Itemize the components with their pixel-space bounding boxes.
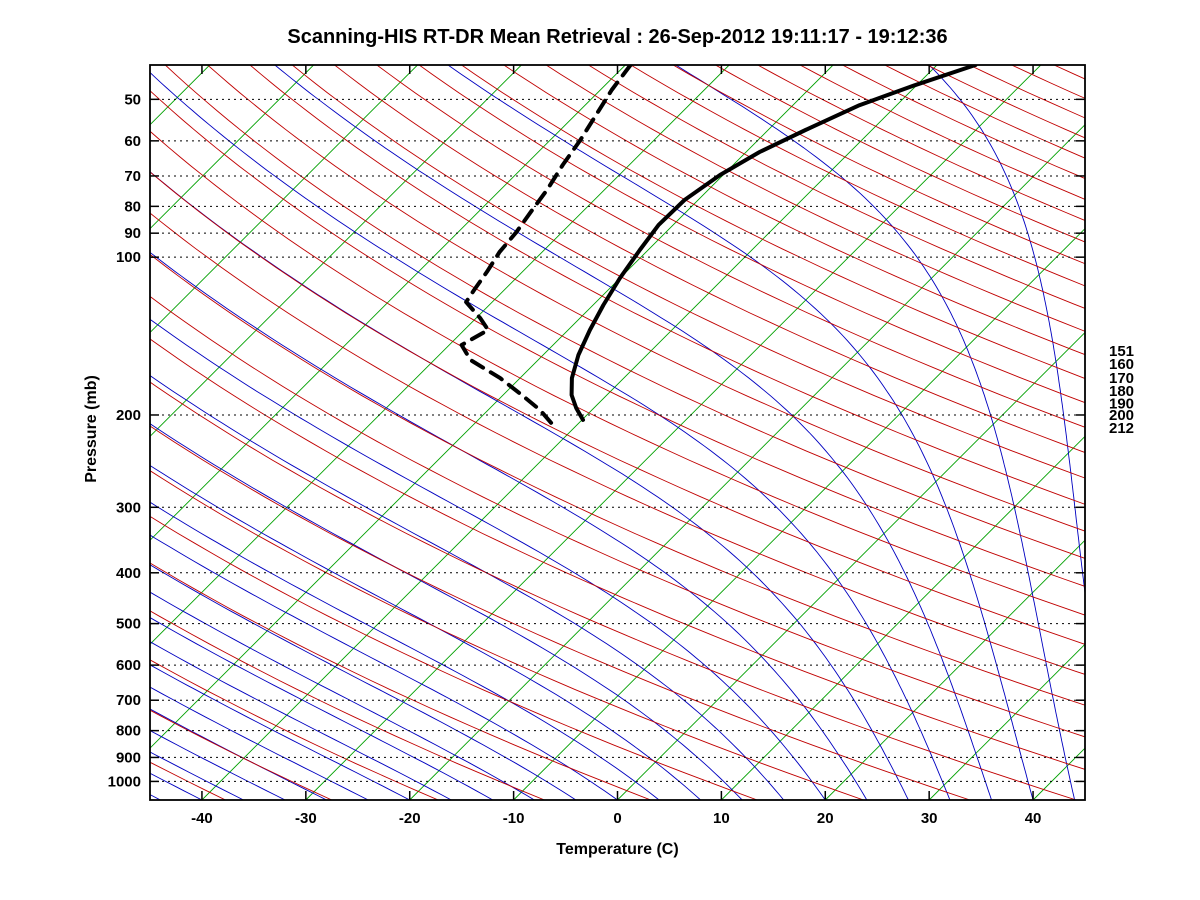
- svg-text:50: 50: [124, 91, 141, 108]
- svg-text:160: 160: [1109, 356, 1134, 373]
- svg-text:1000: 1000: [108, 773, 141, 790]
- svg-text:20: 20: [817, 810, 834, 827]
- svg-text:500: 500: [116, 616, 141, 633]
- svg-text:30: 30: [921, 810, 938, 827]
- svg-text:180: 180: [1109, 383, 1134, 400]
- temperature-profile-line: [569, 65, 978, 422]
- svg-text:-30: -30: [295, 810, 317, 827]
- y-axis-tick-labels: 50 60 70 80 90 100 200 300 400 500 600 700 800 900 100…: [108, 91, 141, 790]
- moist-adiabat-lines: [150, 65, 1085, 800]
- svg-text:700: 700: [116, 692, 141, 709]
- svg-text:80: 80: [124, 198, 141, 215]
- svg-text:200: 200: [116, 407, 141, 424]
- pressure-gridlines: [150, 98, 1085, 782]
- svg-text:60: 60: [124, 133, 141, 150]
- svg-text:90: 90: [124, 225, 141, 242]
- svg-text:10: 10: [713, 810, 730, 827]
- svg-text:170: 170: [1109, 370, 1134, 387]
- x-axis-title: Temperature (C): [556, 841, 679, 858]
- dry-adiabat-lines: [150, 65, 1085, 800]
- svg-text:-20: -20: [399, 810, 421, 827]
- svg-text:190: 190: [1109, 395, 1134, 412]
- svg-text:100: 100: [116, 249, 141, 266]
- chart-title: Scanning-HIS RT-DR Mean Retrieval : 26-S…: [287, 26, 948, 48]
- svg-text:-40: -40: [191, 810, 213, 827]
- svg-text:-10: -10: [503, 810, 525, 827]
- svg-text:70: 70: [124, 168, 141, 185]
- svg-text:151: 151: [1109, 343, 1134, 360]
- svg-text:0: 0: [613, 810, 621, 827]
- plot-border-and-ticks: [149, 64, 1086, 801]
- svg-text:900: 900: [116, 749, 141, 766]
- svg-text:40: 40: [1025, 810, 1042, 827]
- x-axis-tick-labels: -40 -30 -20 -10 0 10 20 30 40: [191, 810, 1041, 827]
- svg-text:200: 200: [1109, 407, 1134, 424]
- isotherm-lines: [150, 65, 1085, 800]
- dewpoint-profile-line: [459, 65, 633, 427]
- svg-text:600: 600: [116, 657, 141, 674]
- svg-text:212: 212: [1109, 420, 1134, 437]
- svg-text:400: 400: [116, 565, 141, 582]
- svg-text:800: 800: [116, 723, 141, 740]
- svg-text:300: 300: [116, 499, 141, 516]
